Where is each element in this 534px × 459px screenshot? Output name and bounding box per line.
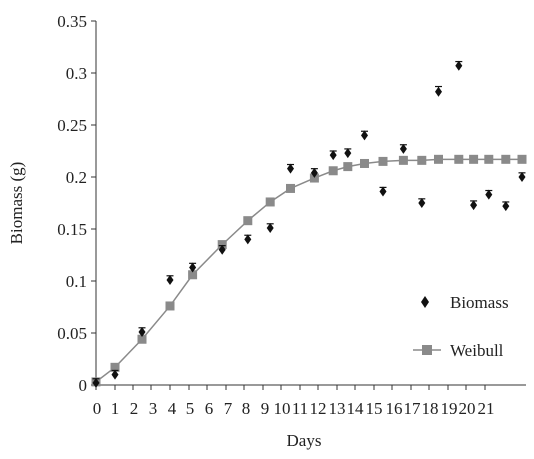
weibull-point xyxy=(343,162,353,172)
x-tick-label: 18 xyxy=(422,399,439,418)
y-tick-label: 0.25 xyxy=(57,116,87,135)
biomass-point xyxy=(435,86,442,97)
weibull-point xyxy=(454,154,464,164)
biomass-point xyxy=(310,167,318,178)
weibull-point xyxy=(417,155,427,165)
biomass-point xyxy=(329,150,337,161)
biomass-point xyxy=(92,377,100,388)
y-tick-label: 0.15 xyxy=(57,220,87,239)
biomass-series-layer xyxy=(92,60,526,388)
legend-weibull-marker-icon xyxy=(422,345,432,355)
x-tick-label: 9 xyxy=(261,399,270,418)
weibull-point xyxy=(501,154,511,164)
biomass-point xyxy=(485,189,493,200)
y-tick-label: 0.2 xyxy=(66,168,87,187)
biomass-point xyxy=(344,148,352,159)
weibull-point xyxy=(309,173,319,183)
weibull-point xyxy=(165,301,175,311)
x-tick-label: 3 xyxy=(149,399,158,418)
biomass-point xyxy=(244,234,252,245)
biomass-point xyxy=(138,326,146,337)
weibull-point xyxy=(110,362,120,372)
x-tick-label: 8 xyxy=(242,399,251,418)
weibull-point xyxy=(188,270,198,280)
y-tick-label: 0.05 xyxy=(57,324,87,343)
weibull-point xyxy=(328,166,338,176)
legend-item-biomass: Biomass xyxy=(421,293,509,312)
x-tick-label: 2 xyxy=(130,399,139,418)
y-tick-label: 0.1 xyxy=(66,272,87,291)
biomass-point xyxy=(189,262,197,273)
y-tick-label: 0.3 xyxy=(66,64,87,83)
legend-biomass-marker-icon xyxy=(421,296,429,308)
x-tick-label: 15 xyxy=(366,399,383,418)
biomass-point xyxy=(470,200,478,211)
x-tick-label: 4 xyxy=(168,399,177,418)
biomass-point xyxy=(111,369,119,380)
biomass-point xyxy=(518,172,526,182)
x-tick-label: 5 xyxy=(186,399,195,418)
weibull-point xyxy=(434,154,443,164)
x-tick-label: 6 xyxy=(205,399,214,418)
x-tick-label: 1 xyxy=(111,399,120,418)
biomass-point xyxy=(502,201,510,212)
weibull-point xyxy=(286,183,295,193)
x-tick-label: 21 xyxy=(478,399,495,418)
biomass-point xyxy=(287,163,294,174)
weibull-point xyxy=(360,158,369,168)
x-tick-label: 13 xyxy=(329,399,346,418)
y-axis-title: Biomass (g) xyxy=(7,162,26,245)
weibull-point xyxy=(469,154,479,164)
y-tick-label: 0.35 xyxy=(57,12,87,31)
x-tick-label: 7 xyxy=(224,399,233,418)
legend-item-weibull: Weibull xyxy=(413,341,504,360)
weibull-series-layer xyxy=(91,154,527,387)
weibull-point xyxy=(517,154,527,164)
legend-weibull-label: Weibull xyxy=(450,341,504,360)
x-tick-label: 16 xyxy=(386,399,403,418)
x-tick-label: 19 xyxy=(441,399,458,418)
legend-biomass-label: Biomass xyxy=(450,293,509,312)
x-tick-label: 10 xyxy=(274,399,291,418)
y-tick-label: 0 xyxy=(79,376,88,395)
weibull-line xyxy=(95,158,522,383)
weibull-point xyxy=(137,334,147,344)
x-tick-label: 11 xyxy=(292,399,308,418)
weibull-point xyxy=(398,155,408,165)
biomass-point xyxy=(455,60,463,71)
biomass-point xyxy=(361,130,368,141)
x-tick-label: 12 xyxy=(310,399,327,418)
x-tick-label: 17 xyxy=(404,399,422,418)
x-tick-label: 0 xyxy=(93,399,102,418)
weibull-point xyxy=(243,216,253,226)
weibull-point xyxy=(217,240,227,250)
weibull-point xyxy=(265,197,275,207)
weibull-point xyxy=(378,156,388,166)
axes-layer: 00.050.10.150.20.250.30.350 1 2 3 4 5 6 7 8 9 10 11… xyxy=(57,12,526,418)
biomass-point xyxy=(218,244,226,255)
x-tick-label: 14 xyxy=(347,399,365,418)
legend: Biomass Weibull xyxy=(413,293,509,360)
biomass-point xyxy=(379,186,387,197)
biomass-point xyxy=(166,274,174,285)
biomass-point xyxy=(399,143,407,154)
biomass-point xyxy=(266,222,274,233)
weibull-point xyxy=(484,154,494,164)
x-tick-label: 20 xyxy=(459,399,476,418)
biomass-point xyxy=(418,198,426,208)
x-axis-title: Days xyxy=(287,431,322,450)
